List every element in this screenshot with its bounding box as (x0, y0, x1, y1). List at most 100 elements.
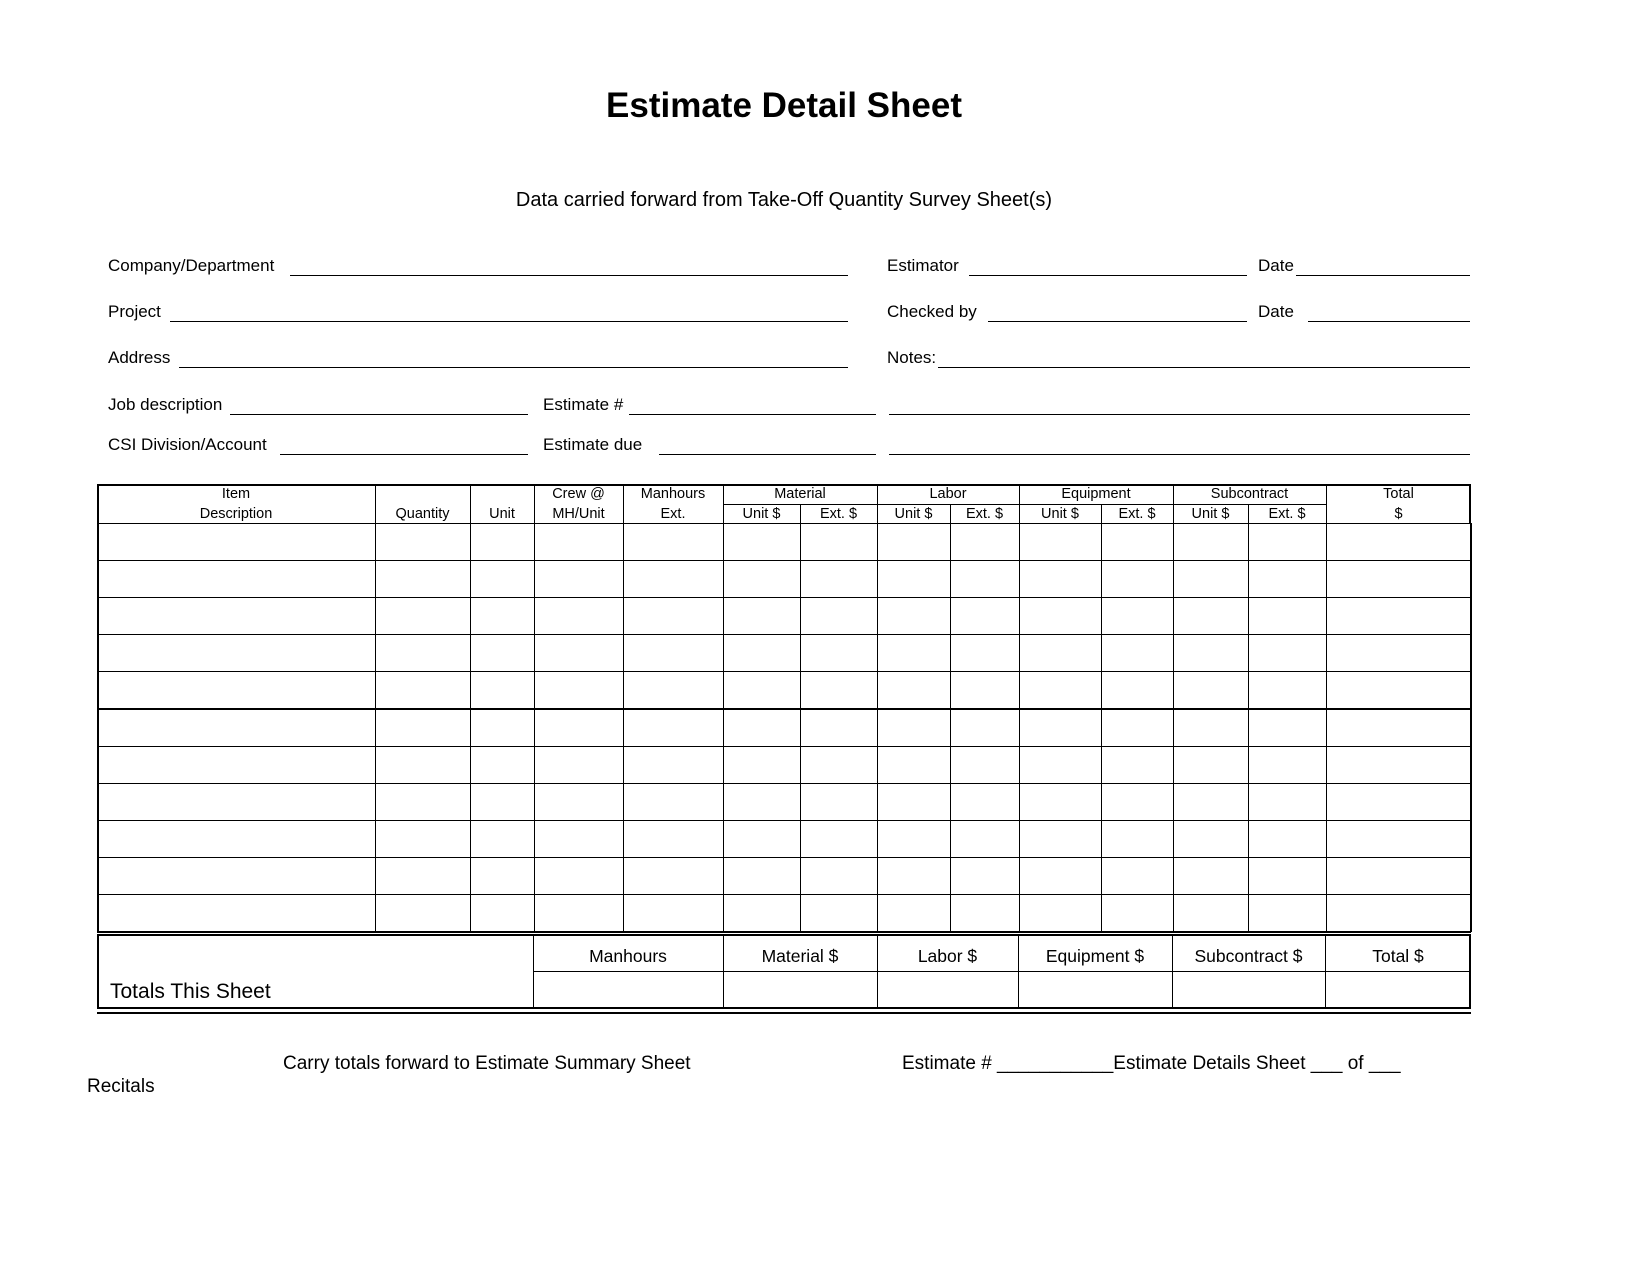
table-cell[interactable] (1248, 597, 1327, 636)
table-cell[interactable] (800, 634, 878, 673)
table-cell[interactable] (97, 523, 376, 562)
table-cell[interactable] (723, 597, 801, 636)
table-cell[interactable] (1326, 894, 1472, 933)
table-cell[interactable] (375, 560, 471, 599)
table-cell[interactable] (623, 894, 724, 933)
table-cell[interactable] (534, 782, 624, 821)
table-cell[interactable] (1326, 560, 1472, 599)
table-cell[interactable] (534, 708, 624, 747)
table-cell[interactable] (470, 671, 535, 710)
table-cell[interactable] (950, 523, 1020, 562)
table-cell[interactable] (1101, 894, 1174, 933)
table-cell[interactable] (623, 560, 724, 599)
table-cell[interactable] (1019, 708, 1102, 747)
totals-value-cell[interactable] (1326, 972, 1470, 1007)
field-project-input[interactable] (170, 321, 848, 322)
table-cell[interactable] (800, 671, 878, 710)
field-estimate-due-input[interactable] (659, 454, 876, 455)
table-cell[interactable] (470, 560, 535, 599)
table-cell[interactable] (623, 782, 724, 821)
table-cell[interactable] (534, 894, 624, 933)
table-cell[interactable] (1173, 560, 1249, 599)
table-cell[interactable] (1173, 708, 1249, 747)
table-cell[interactable] (375, 856, 471, 895)
table-cell[interactable] (950, 597, 1020, 636)
table-cell[interactable] (1019, 671, 1102, 710)
table-cell[interactable] (1248, 634, 1327, 673)
table-cell[interactable] (950, 634, 1020, 673)
table-cell[interactable] (877, 708, 951, 747)
table-cell[interactable] (800, 597, 878, 636)
table-cell[interactable] (375, 671, 471, 710)
table-cell[interactable] (97, 745, 376, 784)
table-cell[interactable] (950, 708, 1020, 747)
field-address-input[interactable] (179, 367, 848, 368)
table-cell[interactable] (534, 597, 624, 636)
table-cell[interactable] (534, 819, 624, 858)
table-cell[interactable] (950, 745, 1020, 784)
table-cell[interactable] (723, 856, 801, 895)
table-cell[interactable] (800, 745, 878, 784)
table-cell[interactable] (1019, 597, 1102, 636)
table-cell[interactable] (723, 523, 801, 562)
table-cell[interactable] (800, 708, 878, 747)
table-cell[interactable] (800, 819, 878, 858)
table-cell[interactable] (1173, 894, 1249, 933)
field-date1-input[interactable] (1296, 275, 1470, 276)
table-cell[interactable] (1326, 745, 1472, 784)
table-cell[interactable] (950, 856, 1020, 895)
totals-value-cell[interactable] (1173, 972, 1324, 1007)
table-cell[interactable] (1019, 894, 1102, 933)
table-cell[interactable] (1248, 523, 1327, 562)
table-cell[interactable] (97, 819, 376, 858)
table-cell[interactable] (1248, 819, 1327, 858)
table-cell[interactable] (623, 597, 724, 636)
table-cell[interactable] (950, 560, 1020, 599)
field-checked-by-input[interactable] (988, 321, 1247, 322)
table-cell[interactable] (1326, 671, 1472, 710)
table-cell[interactable] (1019, 782, 1102, 821)
table-cell[interactable] (950, 671, 1020, 710)
table-cell[interactable] (800, 782, 878, 821)
table-cell[interactable] (1101, 819, 1174, 858)
table-cell[interactable] (623, 634, 724, 673)
table-cell[interactable] (470, 745, 535, 784)
table-cell[interactable] (97, 782, 376, 821)
table-cell[interactable] (534, 745, 624, 784)
field-job-description-input[interactable] (230, 414, 528, 415)
table-cell[interactable] (1248, 894, 1327, 933)
table-cell[interactable] (877, 894, 951, 933)
table-cell[interactable] (723, 560, 801, 599)
table-cell[interactable] (470, 782, 535, 821)
field-estimate-no-input[interactable] (629, 414, 876, 415)
table-cell[interactable] (950, 819, 1020, 858)
table-cell[interactable] (1101, 523, 1174, 562)
table-cell[interactable] (1326, 782, 1472, 821)
table-cell[interactable] (1019, 819, 1102, 858)
table-cell[interactable] (375, 708, 471, 747)
table-cell[interactable] (470, 597, 535, 636)
table-cell[interactable] (1326, 819, 1472, 858)
table-cell[interactable] (1101, 671, 1174, 710)
table-cell[interactable] (470, 523, 535, 562)
table-cell[interactable] (97, 708, 376, 747)
totals-value-cell[interactable] (534, 972, 722, 1007)
table-cell[interactable] (623, 745, 724, 784)
field-notes-input[interactable] (938, 367, 1470, 368)
table-cell[interactable] (1019, 745, 1102, 784)
table-cell[interactable] (877, 523, 951, 562)
table-cell[interactable] (623, 856, 724, 895)
table-cell[interactable] (623, 819, 724, 858)
table-cell[interactable] (97, 634, 376, 673)
totals-value-cell[interactable] (724, 972, 876, 1007)
table-cell[interactable] (1101, 856, 1174, 895)
table-cell[interactable] (534, 856, 624, 895)
table-cell[interactable] (470, 856, 535, 895)
table-cell[interactable] (1101, 597, 1174, 636)
totals-value-cell[interactable] (1019, 972, 1171, 1007)
table-cell[interactable] (877, 856, 951, 895)
table-cell[interactable] (375, 597, 471, 636)
table-cell[interactable] (723, 782, 801, 821)
table-cell[interactable] (877, 597, 951, 636)
table-cell[interactable] (97, 894, 376, 933)
